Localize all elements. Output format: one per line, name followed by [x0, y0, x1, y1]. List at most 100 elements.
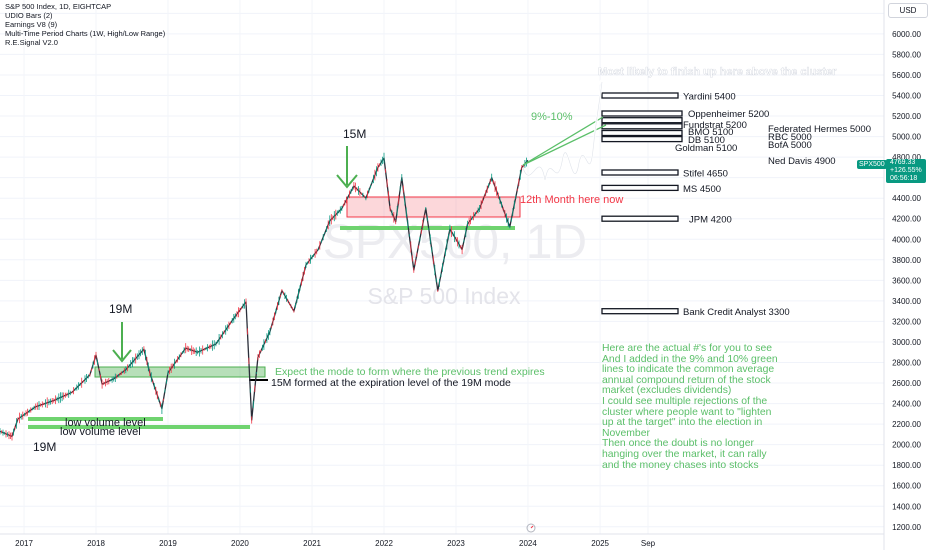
- nine-pct-line: [522, 116, 604, 166]
- note-line: market (excludes dividends): [602, 385, 732, 397]
- price-tag: 4769.33 +126.55% 06:56:18: [886, 159, 926, 183]
- note-line: hanging over the market, it can rally: [602, 448, 767, 460]
- target-right-label: Ned Davis 4900: [768, 156, 836, 167]
- time-tick-label: 2021: [303, 539, 321, 548]
- time-tick-label: Sep: [641, 539, 656, 548]
- target-bar: [601, 308, 679, 315]
- currency-button[interactable]: USD: [888, 3, 928, 18]
- price-value: 4769.33: [890, 159, 916, 166]
- price-ticks: [0, 152, 527, 441]
- watermark-name: S&P 500 Index: [367, 283, 521, 309]
- target-label: Bank Credit Analyst 3300: [683, 307, 790, 318]
- indicator-label[interactable]: Earnings V8 (9): [5, 20, 58, 29]
- time-tick-label: 2022: [375, 539, 393, 548]
- price-tick-label: 1600.00: [892, 482, 921, 491]
- time-axis-icon: [526, 523, 536, 533]
- target-label: Fundstrat 5200: [683, 120, 747, 131]
- target-bar: [601, 135, 683, 143]
- time-tick-label: 2025: [591, 539, 609, 548]
- price-tick-label: 3600.00: [892, 276, 921, 285]
- annotation-twelfth: 12th Month here now: [520, 194, 623, 206]
- time-tick-label: 2017: [15, 539, 33, 548]
- price-tick-label: 3400.00: [892, 297, 921, 306]
- price-change: +126.55%: [890, 167, 922, 174]
- target-label: BMO 5100: [688, 127, 733, 138]
- arrow-15m-head: [336, 174, 358, 189]
- price-tick-label: 2200.00: [892, 420, 921, 429]
- target-bar: [601, 129, 683, 137]
- time-tick-label: 2019: [159, 539, 177, 548]
- indicator-label[interactable]: Multi-Time Period Charts (1W, High/Low R…: [5, 29, 166, 38]
- target-right-label: Federated Hermes 5000: [768, 124, 871, 135]
- price-tick-label: 3000.00: [892, 338, 921, 347]
- projection-path-white: [521, 81, 604, 181]
- price-tick-label: 5400.00: [892, 92, 921, 101]
- target-label: Oppenheimer 5200: [688, 109, 769, 120]
- time-tick-label: 2018: [87, 539, 105, 548]
- target-bar: [601, 92, 679, 99]
- projection-drawings: [521, 77, 609, 181]
- price-time: 06:56:18: [890, 175, 918, 182]
- target-bar: [601, 184, 679, 192]
- target-bar: [601, 117, 683, 124]
- price-tick-label: 5200.00: [892, 112, 921, 121]
- target-label: Yardini 5400: [683, 92, 736, 103]
- price-tick-label: 2000.00: [892, 441, 921, 450]
- arrow-19m-head: [112, 349, 132, 363]
- price-tick-label: 4000.00: [892, 235, 921, 244]
- chart-title: S&P 500 Index, 1D, EIGHTCAP: [5, 2, 112, 11]
- price-tick-label: 2600.00: [892, 379, 921, 388]
- clock-icon: [526, 523, 536, 533]
- time-tick-label: 2024: [519, 539, 537, 548]
- target-label: DB 5100: [688, 135, 725, 146]
- target-bar: [601, 215, 679, 222]
- note-line: I could see multiple rejections of the: [602, 395, 768, 407]
- annotation-pct: 9%-10%: [531, 111, 573, 123]
- time-axis: 2017 2018 2019 2020 2021 2022 2023 2024 2025 Sep: [15, 539, 656, 548]
- note-line: and the money chases into stocks: [602, 459, 759, 471]
- price-tick-label: 5600.00: [892, 71, 921, 80]
- price-tick-label: 2400.00: [892, 400, 921, 409]
- time-tick-label: 2023: [447, 539, 465, 548]
- annotation-15m: 15M: [343, 127, 366, 141]
- indicator-label[interactable]: R.E.Signal V2.0: [5, 38, 58, 47]
- price-tick-label: 1200.00: [892, 523, 921, 532]
- watermark: SPX500, 1D S&P 500 Index: [323, 216, 587, 309]
- price-tick-label: 3200.00: [892, 317, 921, 326]
- projection-arrowhead: [595, 77, 609, 90]
- target-right-label: RBC 5000: [768, 132, 812, 143]
- note-line: And I added in the 9% and 10% green: [602, 353, 778, 365]
- price-tick-label: 5000.00: [892, 133, 921, 142]
- target-label: MS 4500: [683, 184, 721, 195]
- annotations: Most likely to finish up here above the …: [33, 66, 871, 454]
- watermark-symbol: SPX500, 1D: [323, 216, 587, 269]
- note-line: November: [602, 427, 650, 439]
- price-tick-label: 3800.00: [892, 256, 921, 265]
- price-tick-label: 1400.00: [892, 502, 921, 511]
- target-label: JPM 4200: [689, 215, 732, 226]
- target-bar: [601, 169, 679, 176]
- target-bar: [601, 123, 683, 130]
- price-tick-label: 4400.00: [892, 194, 921, 203]
- indicator-label[interactable]: UDIO Bars (2): [5, 11, 53, 20]
- note-line: up at the target" into the election in: [602, 417, 763, 429]
- target-label: Goldman 5100: [675, 143, 737, 154]
- annotation-mode-formed: 15M formed at the expiration level of th…: [271, 377, 511, 389]
- price-axis: 1200.00 1400.00 1600.00 1800.00 2000.00 2200.…: [892, 9, 921, 531]
- annotation-19m-low: 19M: [33, 440, 56, 454]
- price-tick-label: 1800.00: [892, 461, 921, 470]
- price-tick-label: 4800.00: [892, 153, 921, 162]
- time-tick-label: 2020: [231, 539, 249, 548]
- ten-pct-line: [522, 124, 607, 166]
- note-line: lines to indicate the common average: [602, 364, 775, 376]
- annotation-top: Most likely to finish up here above the …: [598, 66, 837, 78]
- target-bar: [601, 110, 683, 117]
- target-label: Stifel 4650: [683, 169, 728, 180]
- green-zone-19m: [94, 366, 266, 378]
- note-line: cluster where people want to "lighten: [602, 406, 772, 418]
- price-tick-label: 5800.00: [892, 50, 921, 59]
- projection-path-outline: [522, 81, 603, 181]
- grid: [0, 0, 884, 534]
